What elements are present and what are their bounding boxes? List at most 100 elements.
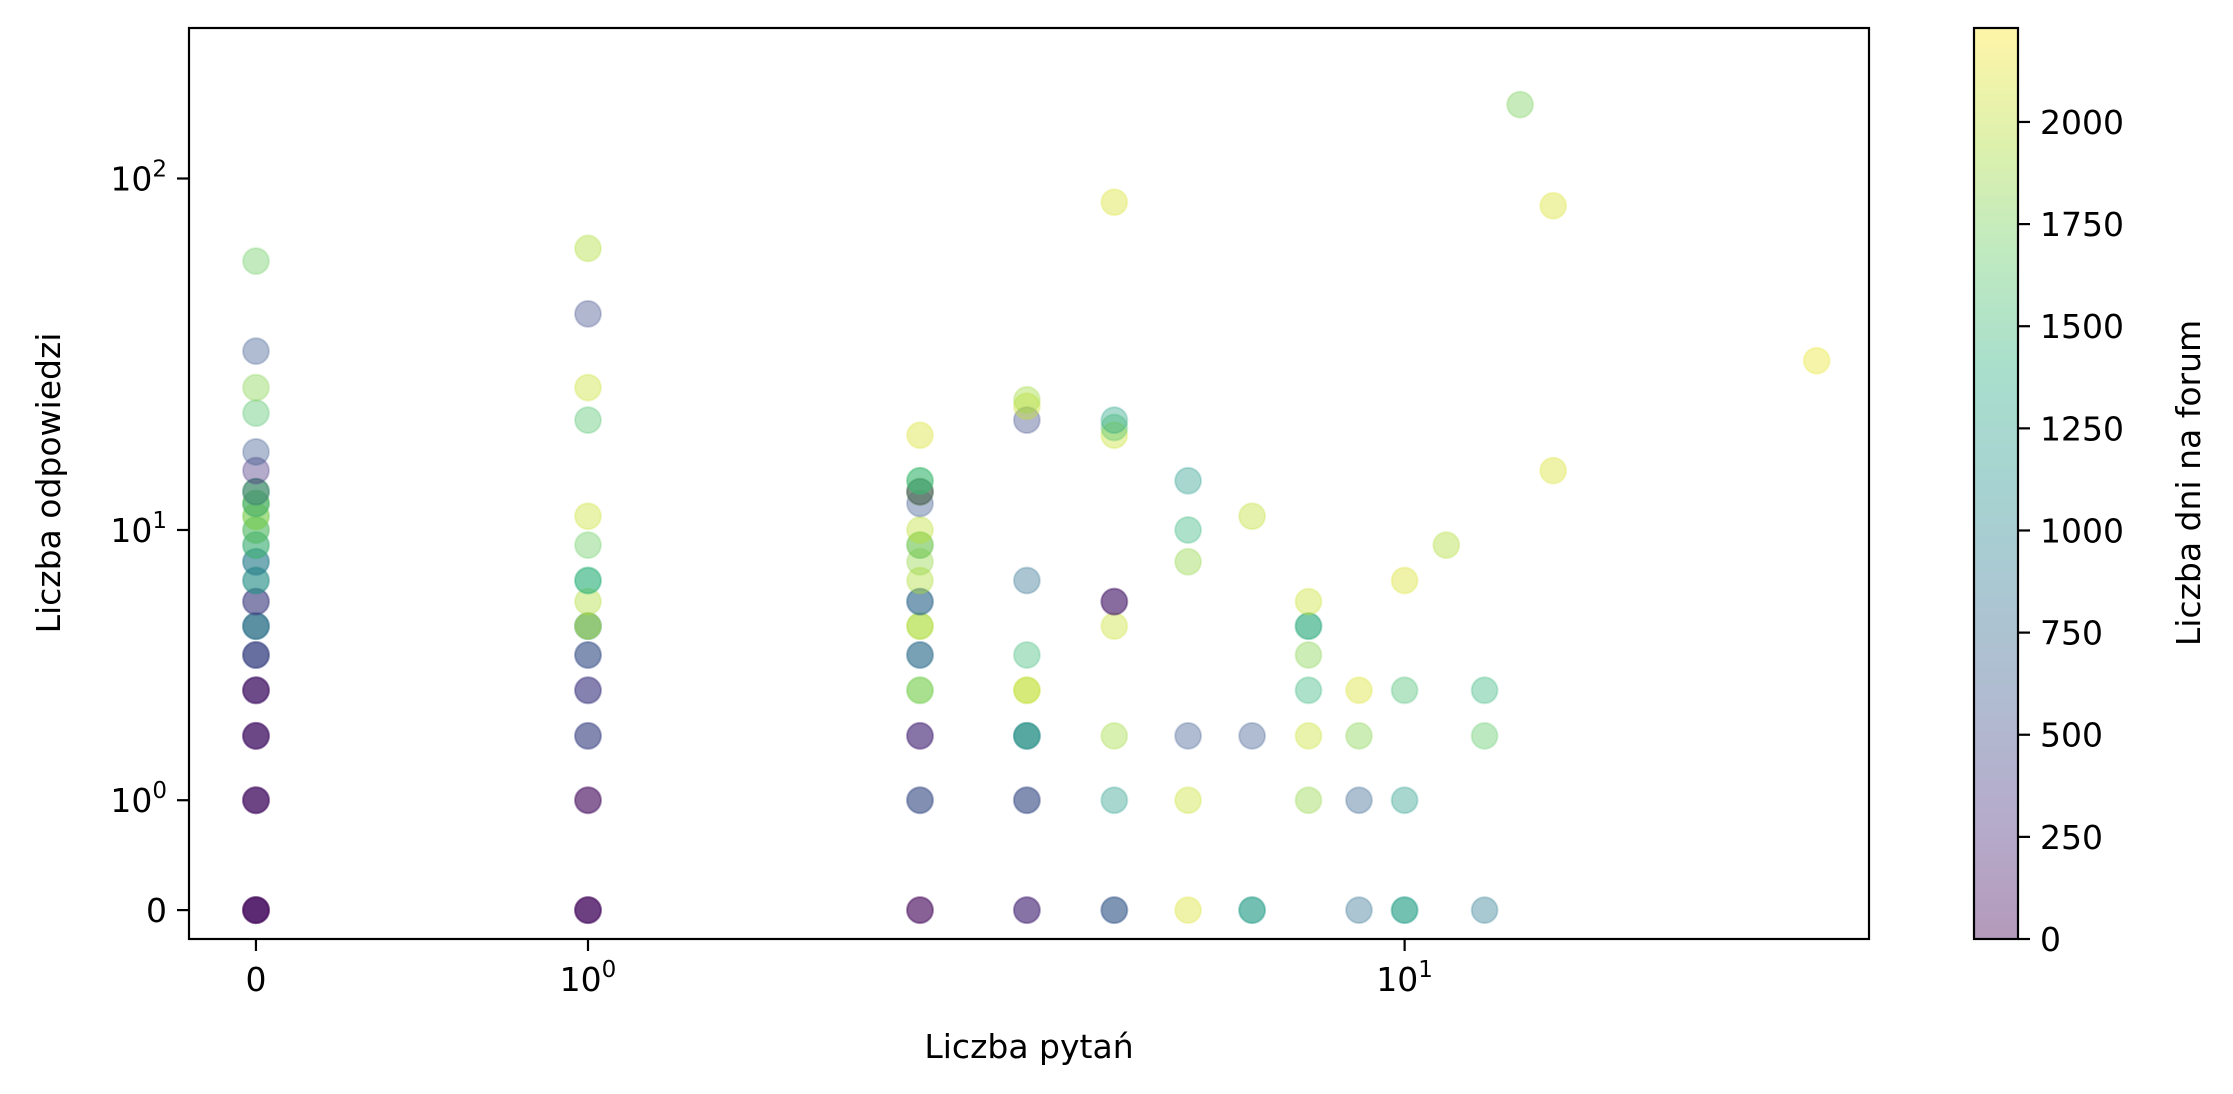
data-point: [1294, 721, 1323, 750]
data-point: [242, 477, 270, 506]
data-point: [242, 502, 270, 531]
data-point: [574, 612, 602, 641]
x-tick-label: 101: [1376, 957, 1433, 999]
data-point: [1238, 896, 1267, 925]
colorbar-ticks: 0 250 500 750 1000 1250 1500 1750 2000: [2018, 103, 2124, 959]
data-point: [1345, 786, 1373, 815]
data-point: [242, 516, 270, 544]
data-point: [242, 373, 270, 402]
data-point: [1100, 896, 1129, 925]
data-point: [1390, 896, 1419, 925]
data-point: [574, 234, 602, 263]
data-point: [1238, 502, 1267, 531]
data-point: [242, 566, 270, 595]
data-point: [242, 587, 270, 616]
data-point: [906, 477, 934, 506]
data-point: [1390, 566, 1419, 595]
data-point: [906, 676, 934, 705]
y-axis-ticks: 0 100 101 102: [110, 157, 189, 930]
data-point: [242, 516, 270, 544]
colorbar-label: Liczba dni na forum: [2169, 320, 2208, 646]
data-point: [242, 587, 270, 616]
data-point: [906, 786, 934, 815]
data-point: [906, 896, 934, 925]
colorbar-tick-label: 0: [2040, 920, 2061, 959]
data-point: [906, 477, 934, 506]
plot-area-frame: [187, 26, 1871, 941]
data-point: [574, 896, 602, 925]
data-point: [242, 896, 270, 925]
data-point: [574, 587, 602, 616]
data-point: [242, 612, 270, 641]
data-point: [242, 437, 270, 466]
data-point: [242, 547, 270, 576]
data-point: [242, 531, 270, 560]
data-point: [1012, 721, 1041, 750]
data-point: [242, 641, 270, 669]
data-point: [1174, 466, 1203, 495]
data-point: [1012, 676, 1041, 705]
data-point: [242, 896, 270, 925]
data-point: [1174, 721, 1203, 750]
data-point: [1238, 721, 1267, 750]
data-point: [906, 587, 934, 616]
data-point: [1390, 786, 1419, 815]
data-point: [906, 786, 934, 815]
data-point: [1294, 641, 1323, 669]
data-point: [574, 612, 602, 641]
data-point: [242, 489, 270, 518]
data-point: [1012, 676, 1041, 705]
data-point: [1012, 385, 1041, 414]
data-point: [1174, 516, 1203, 544]
colorbar-tick-label: 1000: [2040, 511, 2124, 550]
data-point: [242, 489, 270, 518]
data-point: [1294, 676, 1323, 705]
data-point: [906, 612, 934, 641]
colorbar-tick-label: 750: [2040, 614, 2103, 653]
data-point: [574, 896, 602, 925]
data-point: [1539, 456, 1568, 485]
data-point: [242, 641, 270, 669]
colorbar-tick-label: 1250: [2040, 409, 2124, 448]
data-point: [242, 641, 270, 669]
data-point: [1100, 786, 1129, 815]
data-point: [906, 421, 934, 450]
y-tick-label: 101: [110, 508, 167, 550]
data-point: [906, 566, 934, 595]
data-point: [1100, 896, 1129, 925]
data-point: [574, 676, 602, 705]
data-point: [242, 547, 270, 576]
colorbar-tick-label: 500: [2040, 716, 2103, 755]
data-point: [1294, 786, 1323, 815]
data-point: [1100, 413, 1129, 442]
data-point: [1100, 612, 1129, 641]
data-point: [906, 466, 934, 495]
y-tick-label: 0: [146, 891, 167, 930]
colorbar-tick-label: 250: [2040, 818, 2103, 857]
data-point: [574, 721, 602, 750]
data-point: [574, 531, 602, 560]
data-point: [574, 373, 602, 402]
data-point: [1100, 188, 1129, 217]
data-point: [1100, 406, 1129, 435]
data-point: [242, 612, 270, 641]
data-point: [242, 786, 270, 815]
data-point: [574, 641, 602, 669]
data-point: [574, 896, 602, 925]
data-point: [1802, 346, 1831, 375]
data-point: [242, 477, 270, 506]
data-point: [1345, 676, 1373, 705]
data-point: [1294, 612, 1323, 641]
data-point: [1506, 90, 1535, 119]
data-point: [242, 676, 270, 705]
data-point: [242, 896, 270, 925]
data-point: [1539, 191, 1568, 220]
data-point: [574, 566, 602, 595]
data-point: [242, 786, 270, 815]
data-point: [574, 566, 602, 595]
data-point: [1238, 896, 1267, 925]
data-point: [1012, 786, 1041, 815]
data-point: [574, 786, 602, 815]
colorbar-fill: [1974, 28, 2018, 939]
